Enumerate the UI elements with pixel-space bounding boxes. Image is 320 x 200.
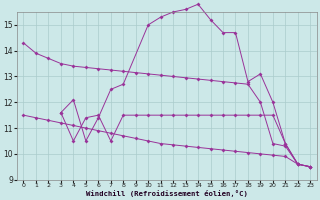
X-axis label: Windchill (Refroidissement éolien,°C): Windchill (Refroidissement éolien,°C) <box>86 190 248 197</box>
